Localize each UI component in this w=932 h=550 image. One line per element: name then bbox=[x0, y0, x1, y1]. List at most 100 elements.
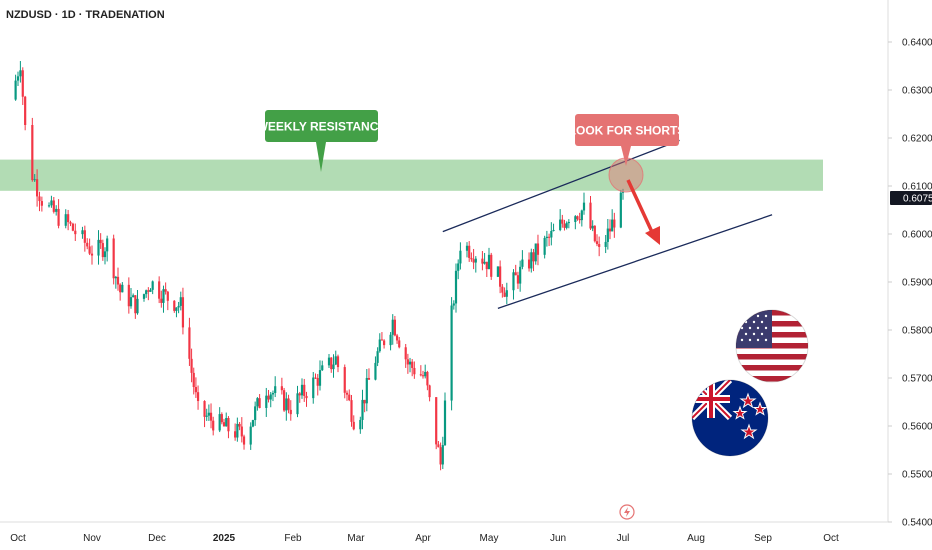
candle bbox=[332, 354, 335, 378]
candle bbox=[222, 418, 226, 427]
candle bbox=[129, 287, 133, 309]
candle bbox=[236, 417, 239, 442]
candle bbox=[348, 389, 351, 402]
candle bbox=[598, 236, 601, 257]
candle bbox=[289, 400, 292, 421]
candle bbox=[166, 290, 169, 311]
candle bbox=[55, 205, 58, 216]
candle bbox=[127, 277, 130, 314]
candle bbox=[578, 212, 581, 224]
candle bbox=[621, 188, 625, 200]
candle bbox=[527, 252, 531, 272]
candle bbox=[393, 315, 397, 337]
svg-text:WEEKLY RESISTANCE: WEEKLY RESISTANCE bbox=[257, 120, 387, 134]
candle bbox=[343, 364, 346, 399]
candle bbox=[413, 361, 416, 379]
candle bbox=[147, 287, 150, 301]
candle bbox=[359, 416, 362, 434]
candle bbox=[490, 252, 493, 280]
svg-text:LOOK FOR SHORTS: LOOK FOR SHORTS bbox=[569, 124, 686, 138]
candle bbox=[40, 196, 43, 212]
candle bbox=[162, 285, 165, 313]
candle bbox=[188, 317, 191, 366]
x-tick-label: Jul bbox=[617, 533, 630, 544]
candle bbox=[287, 394, 290, 414]
candle bbox=[225, 412, 228, 427]
candle bbox=[194, 377, 198, 398]
candle bbox=[267, 389, 270, 403]
candle bbox=[318, 360, 322, 391]
candle bbox=[534, 243, 537, 265]
channel-lower-line bbox=[497, 214, 773, 310]
candle bbox=[190, 348, 193, 383]
candle bbox=[591, 220, 594, 232]
candle bbox=[604, 234, 607, 254]
candle bbox=[142, 293, 146, 302]
candle bbox=[74, 223, 77, 241]
candles-layer bbox=[14, 61, 625, 471]
candle bbox=[69, 220, 72, 227]
candle bbox=[336, 354, 340, 373]
candle bbox=[419, 365, 422, 377]
candle bbox=[240, 417, 243, 443]
candle bbox=[376, 347, 379, 367]
candle bbox=[24, 95, 27, 131]
candle bbox=[16, 71, 20, 86]
candle bbox=[459, 242, 462, 270]
candle bbox=[593, 225, 596, 243]
candle bbox=[496, 266, 500, 278]
lightning-icon[interactable] bbox=[619, 504, 635, 520]
candle bbox=[367, 368, 371, 380]
candle bbox=[327, 353, 331, 368]
candle bbox=[64, 209, 67, 229]
candle bbox=[212, 416, 215, 436]
candle bbox=[177, 301, 180, 314]
candle bbox=[452, 300, 455, 310]
candle bbox=[512, 269, 515, 300]
candle bbox=[218, 407, 221, 433]
candle bbox=[532, 248, 535, 272]
candle bbox=[545, 230, 548, 247]
candle bbox=[114, 275, 117, 289]
candle bbox=[305, 391, 308, 407]
candle bbox=[296, 385, 299, 418]
candle bbox=[298, 391, 301, 403]
candle bbox=[428, 384, 431, 402]
candle bbox=[149, 288, 152, 292]
candle bbox=[251, 419, 255, 428]
candle bbox=[50, 195, 53, 208]
candle bbox=[33, 174, 36, 182]
x-tick-label: Sep bbox=[754, 533, 772, 544]
candle bbox=[619, 189, 622, 229]
candle bbox=[398, 336, 401, 349]
candle bbox=[242, 434, 246, 450]
candle bbox=[207, 404, 210, 421]
candle bbox=[435, 397, 438, 450]
candle bbox=[103, 247, 107, 265]
candle bbox=[209, 403, 213, 429]
x-tick-label: Feb bbox=[284, 533, 302, 544]
candle bbox=[321, 360, 324, 372]
candle bbox=[99, 233, 102, 249]
candle bbox=[441, 436, 444, 469]
candle bbox=[426, 370, 429, 391]
candle bbox=[501, 284, 504, 298]
candle bbox=[151, 280, 154, 295]
candle bbox=[582, 192, 586, 215]
candle bbox=[334, 350, 337, 366]
candle bbox=[181, 287, 185, 335]
candle bbox=[576, 215, 579, 221]
weekly-resistance-label: WEEKLY RESISTANCE bbox=[257, 110, 387, 172]
candle bbox=[269, 391, 272, 408]
candle bbox=[611, 209, 614, 232]
candle bbox=[119, 283, 122, 301]
candle bbox=[160, 290, 163, 308]
candle bbox=[47, 202, 51, 208]
candle bbox=[345, 390, 349, 401]
resistance-zone bbox=[0, 159, 823, 191]
